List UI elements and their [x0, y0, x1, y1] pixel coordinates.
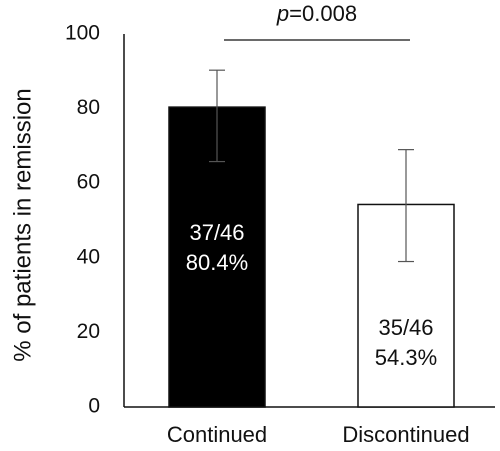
bar-label-percent: 54.3%: [375, 345, 437, 370]
y-tick-label: 100: [65, 22, 100, 45]
y-tick-label: 20: [77, 320, 100, 343]
x-category-label: Discontinued: [342, 422, 469, 447]
y-tick-label: 40: [77, 245, 100, 268]
y-tick-label: 80: [77, 96, 100, 119]
bar-discontinued: [357, 203, 455, 408]
y-tick-labels: 0 20 40 60 80 100: [65, 22, 100, 418]
x-category-label: Continued: [167, 422, 267, 447]
bar-label-count: 35/46: [378, 315, 433, 340]
bars: 37/46 80.4% Continued 35/46 54.3% Discontinue…: [167, 69, 470, 447]
p-value: =0.008: [289, 1, 357, 26]
bar-label-percent: 80.4%: [186, 250, 248, 275]
p-symbol: p: [276, 1, 289, 26]
y-tick-label: 60: [77, 171, 100, 194]
y-tick-label: 0: [88, 395, 100, 418]
significance-label: p=0.008: [276, 1, 357, 26]
y-axis-label: % of patients in remission: [9, 88, 36, 361]
bar-label-count: 37/46: [189, 220, 244, 245]
